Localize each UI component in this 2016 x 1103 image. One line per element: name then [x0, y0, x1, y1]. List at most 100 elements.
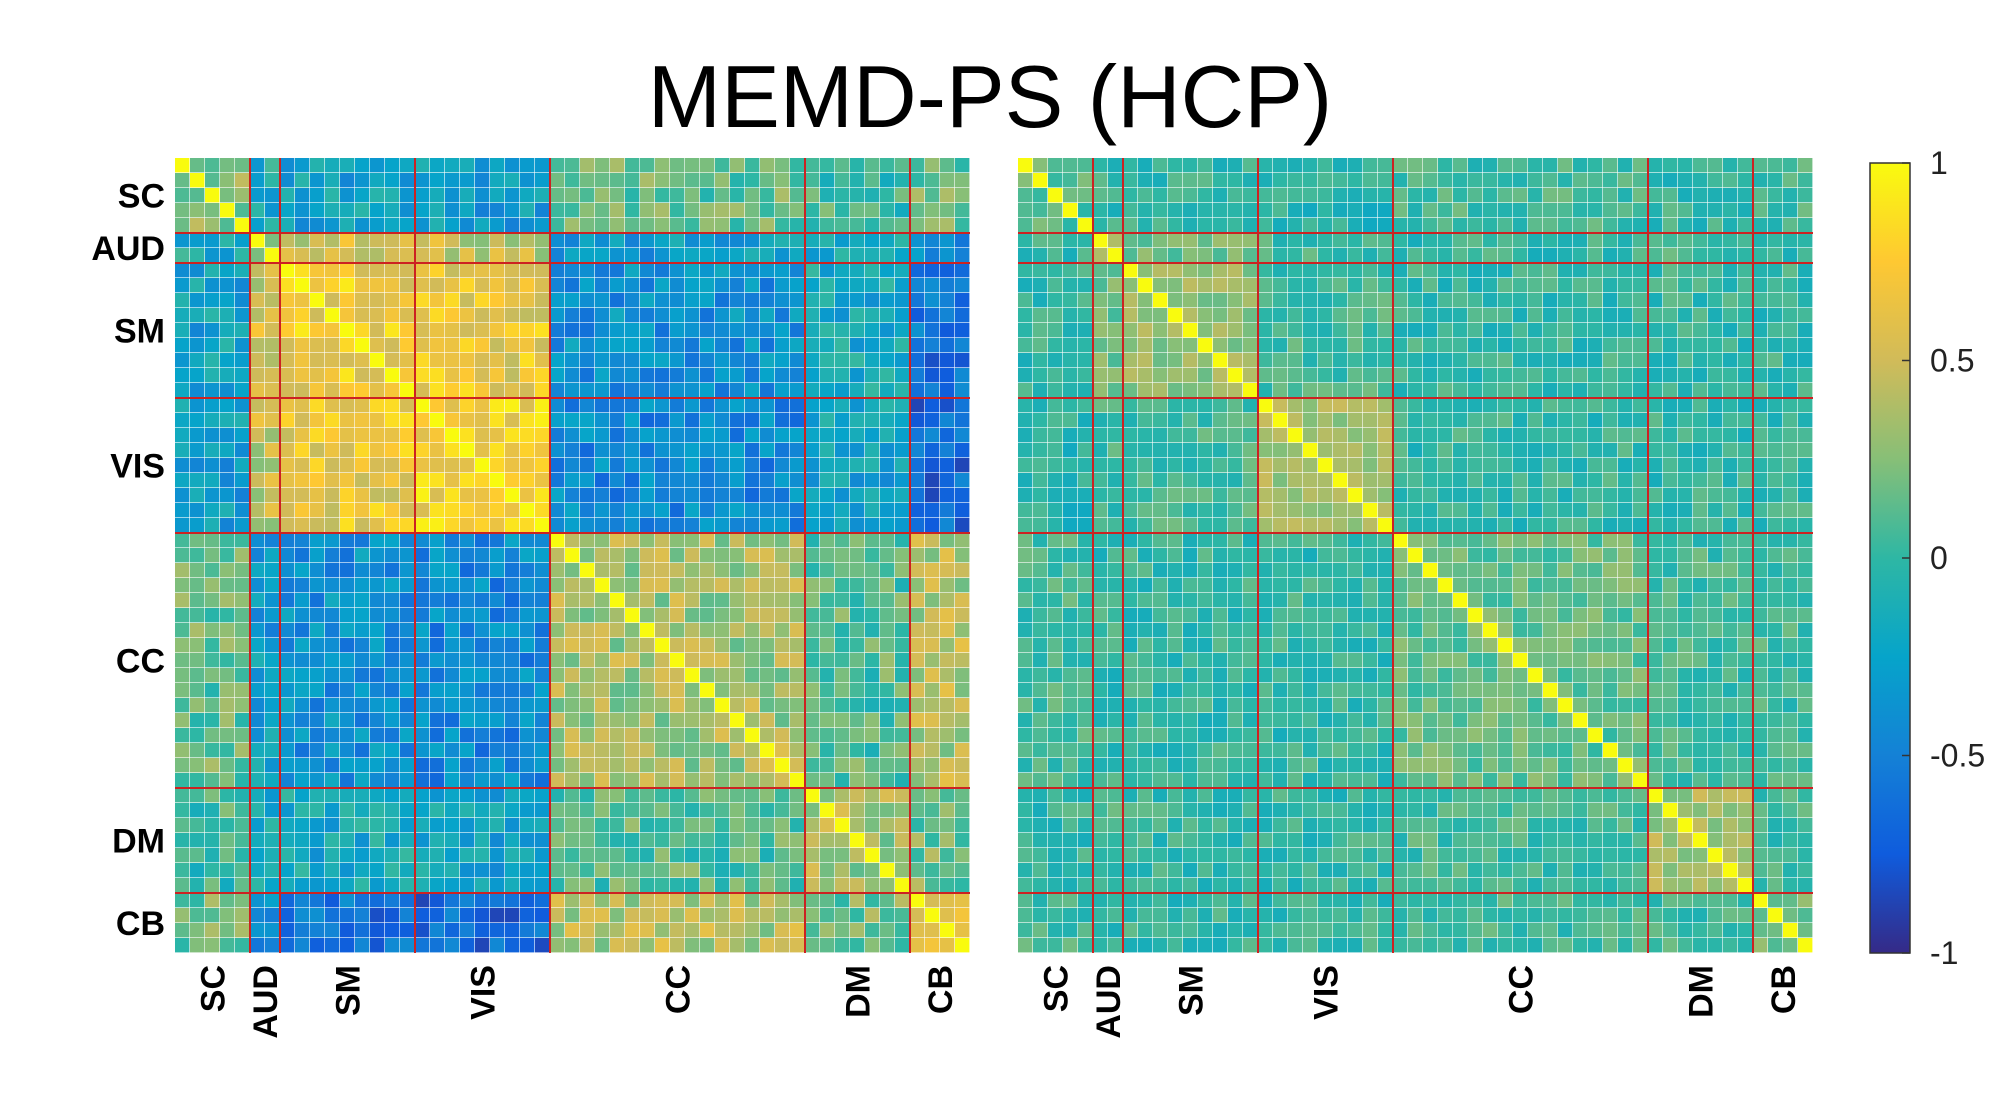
heatmap-cell: [580, 218, 595, 233]
heatmap-cell: [310, 698, 325, 713]
heatmap-cell: [940, 728, 955, 743]
heatmap-cell: [820, 788, 835, 803]
heatmap-cell: [385, 548, 400, 563]
heatmap-cell: [1393, 578, 1408, 593]
heatmap-cell: [475, 188, 490, 203]
heatmap-cell: [775, 878, 790, 893]
heatmap-cell: [1243, 158, 1258, 173]
heatmap-cell: [220, 773, 235, 788]
heatmap-cell: [595, 158, 610, 173]
heatmap-cell: [1063, 368, 1078, 383]
heatmap-cell: [1453, 428, 1468, 443]
heatmap-cell: [715, 893, 730, 908]
heatmap-cell: [1633, 323, 1648, 338]
heatmap-cell: [1093, 548, 1108, 563]
heatmap-cell: [295, 803, 310, 818]
heatmap-cell: [1078, 473, 1093, 488]
heatmap-cell: [205, 863, 220, 878]
heatmap-cell: [1153, 293, 1168, 308]
heatmap-cell: [1033, 503, 1048, 518]
heatmap-cell: [220, 923, 235, 938]
heatmap-cell: [1273, 668, 1288, 683]
heatmap-cell: [310, 278, 325, 293]
heatmap-cell: [1798, 518, 1813, 533]
heatmap-cell: [190, 473, 205, 488]
heatmap-cell: [940, 383, 955, 398]
heatmap-cell: [670, 233, 685, 248]
heatmap-cell: [655, 908, 670, 923]
heatmap-cell: [1438, 728, 1453, 743]
heatmap-cell: [850, 713, 865, 728]
heatmap-cell: [580, 248, 595, 263]
heatmap-cell: [1708, 473, 1723, 488]
heatmap-cell: [685, 188, 700, 203]
heatmap-cell: [1333, 323, 1348, 338]
heatmap-cell: [1288, 173, 1303, 188]
heatmap-cell: [610, 758, 625, 773]
heatmap-cell: [355, 413, 370, 428]
heatmap-cell: [205, 578, 220, 593]
heatmap-cell: [1258, 488, 1273, 503]
heatmap-cell: [685, 293, 700, 308]
heatmap-cell: [295, 728, 310, 743]
heatmap-cell: [415, 878, 430, 893]
heatmap-cell: [445, 743, 460, 758]
heatmap-cell: [1603, 713, 1618, 728]
heatmap-cell: [1183, 248, 1198, 263]
heatmap-cell: [1528, 353, 1543, 368]
heatmap-cell: [265, 518, 280, 533]
heatmap-cell: [520, 428, 535, 443]
heatmap-cell: [520, 293, 535, 308]
heatmap-cell: [1633, 443, 1648, 458]
heatmap-cell: [865, 188, 880, 203]
heatmap-cell: [205, 683, 220, 698]
heatmap-cell: [1708, 713, 1723, 728]
heatmap-cell: [1018, 218, 1033, 233]
heatmap-cell: [670, 383, 685, 398]
heatmap-cell: [715, 563, 730, 578]
heatmap-cell: [265, 473, 280, 488]
heatmap-cell: [925, 623, 940, 638]
heatmap-cell: [445, 578, 460, 593]
heatmap-cell: [1588, 728, 1603, 743]
heatmap-cell: [565, 488, 580, 503]
heatmap-cell: [1663, 488, 1678, 503]
heatmap-cell: [1228, 623, 1243, 638]
heatmap-cell: [1348, 728, 1363, 743]
heatmap-cell: [1483, 488, 1498, 503]
heatmap-cell: [1513, 458, 1528, 473]
heatmap-cell: [235, 443, 250, 458]
heatmap-cell: [865, 923, 880, 938]
heatmap-cell: [1453, 503, 1468, 518]
heatmap-cell: [745, 473, 760, 488]
heatmap-cell: [370, 593, 385, 608]
heatmap-cell: [1468, 428, 1483, 443]
heatmap-cell: [640, 578, 655, 593]
heatmap-cell: [175, 893, 190, 908]
heatmap-cell: [1393, 623, 1408, 638]
heatmap-cell: [1198, 503, 1213, 518]
heatmap-cell: [655, 563, 670, 578]
heatmap-cell: [700, 398, 715, 413]
heatmap-cell: [700, 188, 715, 203]
heatmap-cell: [250, 248, 265, 263]
heatmap-cell: [1378, 698, 1393, 713]
heatmap-cell: [1753, 233, 1768, 248]
heatmap-cell: [280, 893, 295, 908]
heatmap-cell: [1483, 263, 1498, 278]
heatmap-cell: [310, 623, 325, 638]
heatmap-cell: [1123, 713, 1138, 728]
heatmap-cell: [1453, 263, 1468, 278]
heatmap-cell: [460, 248, 475, 263]
heatmap-cell: [1363, 518, 1378, 533]
heatmap-cell: [715, 878, 730, 893]
heatmap-cell: [1693, 353, 1708, 368]
heatmap-cell: [595, 203, 610, 218]
heatmap-cell: [175, 773, 190, 788]
heatmap-cell: [625, 158, 640, 173]
heatmap-cell: [1768, 518, 1783, 533]
heatmap-cell: [820, 773, 835, 788]
heatmap-cell: [1258, 728, 1273, 743]
heatmap-cell: [1543, 653, 1558, 668]
heatmap-cell: [400, 173, 415, 188]
